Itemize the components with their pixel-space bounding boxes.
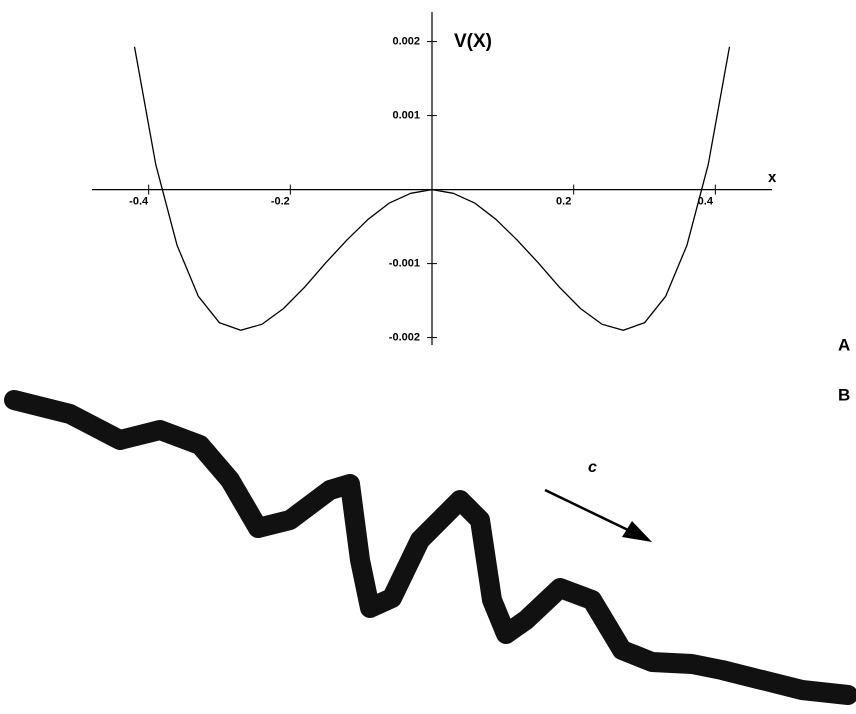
wavy-string [14, 400, 848, 695]
x-tick-label: 0.2 [556, 196, 571, 208]
y-tick-label: -0.001 [389, 258, 420, 270]
arrow-head [622, 521, 652, 542]
panel-label: B [838, 385, 850, 404]
x-tick-label: -0.4 [129, 196, 149, 208]
y-tick-label: -0.002 [389, 332, 420, 344]
panel-label: A [838, 335, 850, 354]
x-axis-label: x [768, 169, 777, 186]
figure: V(X) x A B c -0.4-0.20.20.40.0020.001-0.… [0, 0, 856, 714]
arrow-label: c [588, 459, 597, 476]
y-tick-label: 0.001 [392, 110, 420, 122]
y-axis-label: V(X) [454, 31, 492, 52]
x-tick-label: -0.2 [271, 196, 290, 208]
y-tick-label: 0.002 [392, 36, 420, 48]
arrow [545, 490, 628, 530]
